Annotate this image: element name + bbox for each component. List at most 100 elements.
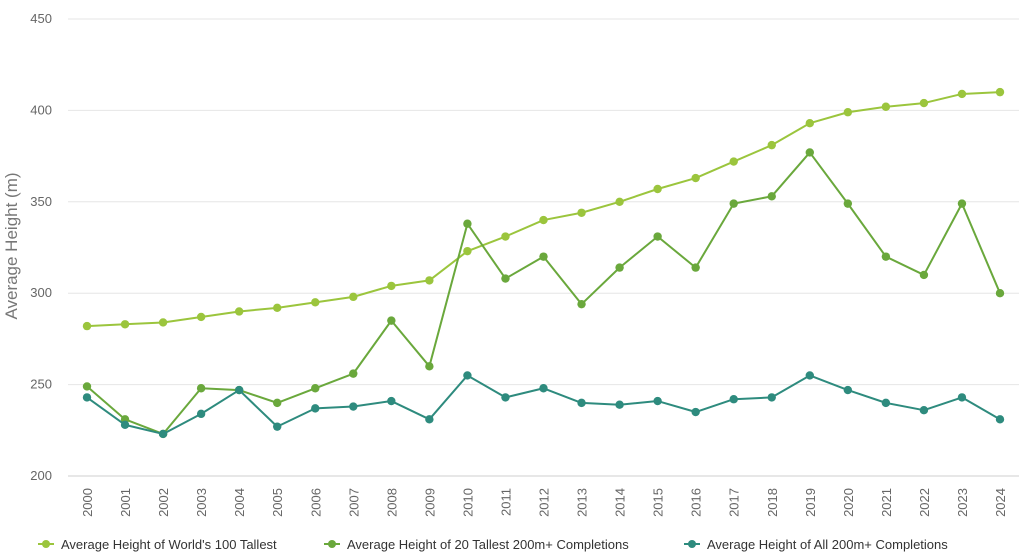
- data-point[interactable]: [425, 415, 434, 424]
- data-point[interactable]: [196, 409, 206, 419]
- data-point[interactable]: [843, 108, 853, 117]
- legend-label: Average Height of 20 Tallest 200m+ Compl…: [347, 537, 629, 552]
- legend-marker: [42, 540, 50, 548]
- x-tick-label: 2016: [689, 488, 704, 517]
- data-point[interactable]: [82, 382, 92, 391]
- data-point[interactable]: [158, 318, 168, 327]
- data-point[interactable]: [691, 407, 700, 417]
- data-point[interactable]: [691, 173, 700, 183]
- data-point[interactable]: [995, 289, 1005, 298]
- data-point[interactable]: [463, 219, 472, 228]
- y-tick-label: 250: [30, 377, 52, 392]
- x-tick-label: 2015: [651, 488, 666, 517]
- legend-marker: [328, 540, 336, 548]
- data-point[interactable]: [539, 384, 548, 393]
- data-point[interactable]: [311, 298, 320, 307]
- y-tick-label: 350: [30, 194, 52, 209]
- data-point[interactable]: [273, 398, 282, 408]
- data-point[interactable]: [425, 362, 434, 371]
- data-point[interactable]: [919, 270, 929, 280]
- data-point[interactable]: [387, 281, 396, 291]
- data-point[interactable]: [196, 312, 206, 322]
- data-point[interactable]: [463, 371, 472, 380]
- data-point[interactable]: [82, 393, 92, 402]
- legend-item[interactable]: Average Height of 20 Tallest 200m+ Compl…: [324, 537, 629, 552]
- x-tick-label: 2001: [118, 488, 133, 517]
- data-point[interactable]: [767, 140, 776, 150]
- data-point[interactable]: [349, 369, 358, 378]
- data-point[interactable]: [349, 292, 358, 302]
- data-point[interactable]: [501, 393, 510, 402]
- data-point[interactable]: [767, 393, 776, 402]
- data-point[interactable]: [615, 400, 624, 409]
- data-point[interactable]: [653, 232, 662, 241]
- x-tick-label: 2022: [917, 488, 932, 517]
- data-point[interactable]: [881, 102, 891, 111]
- x-tick-label: 2009: [422, 488, 437, 517]
- data-point[interactable]: [539, 215, 548, 225]
- series-lines: [82, 87, 1005, 439]
- data-point[interactable]: [691, 263, 700, 272]
- data-point[interactable]: [881, 398, 891, 408]
- data-point[interactable]: [120, 420, 130, 430]
- data-point[interactable]: [158, 429, 168, 439]
- data-point[interactable]: [957, 393, 967, 402]
- data-point[interactable]: [881, 252, 891, 261]
- data-point[interactable]: [273, 422, 282, 431]
- series-0: [82, 87, 1005, 331]
- data-point[interactable]: [729, 199, 738, 208]
- data-point[interactable]: [577, 208, 586, 217]
- data-point[interactable]: [577, 299, 586, 309]
- data-point[interactable]: [653, 184, 662, 194]
- data-point[interactable]: [805, 148, 814, 157]
- data-point[interactable]: [425, 276, 434, 285]
- x-tick-label: 2007: [346, 488, 361, 517]
- data-point[interactable]: [501, 274, 510, 283]
- data-point[interactable]: [995, 87, 1005, 97]
- data-point[interactable]: [539, 252, 548, 261]
- data-point[interactable]: [653, 396, 662, 406]
- data-point[interactable]: [919, 98, 929, 108]
- legend-item[interactable]: Average Height of World's 100 Tallest: [38, 537, 277, 552]
- data-point[interactable]: [387, 316, 396, 325]
- series-2: [82, 371, 1005, 439]
- data-point[interactable]: [234, 307, 244, 316]
- data-point[interactable]: [311, 384, 320, 393]
- data-point[interactable]: [196, 384, 206, 393]
- data-point[interactable]: [82, 321, 92, 331]
- legend-label: Average Height of All 200m+ Completions: [707, 537, 948, 552]
- y-tick-label: 450: [30, 11, 52, 26]
- data-point[interactable]: [120, 320, 130, 329]
- data-point[interactable]: [615, 263, 624, 272]
- data-point[interactable]: [919, 405, 929, 415]
- x-tick-label: 2006: [308, 488, 323, 517]
- x-axis-ticks: 2000 2001 2002 2003 2004 2005 2006 2007 2008 2009…: [80, 488, 1008, 517]
- data-point[interactable]: [995, 415, 1005, 424]
- data-point[interactable]: [311, 404, 320, 413]
- x-tick-label: 2014: [613, 488, 628, 517]
- data-point[interactable]: [349, 402, 358, 411]
- data-point[interactable]: [957, 199, 967, 208]
- data-point[interactable]: [843, 385, 853, 395]
- y-tick-label: 400: [30, 102, 52, 117]
- data-point[interactable]: [615, 197, 624, 206]
- x-tick-label: 2023: [955, 488, 970, 517]
- data-point[interactable]: [805, 118, 814, 128]
- legend[interactable]: Average Height of World's 100 Tallest Ave…: [38, 537, 948, 552]
- data-point[interactable]: [957, 89, 967, 99]
- data-point[interactable]: [767, 192, 776, 201]
- data-point[interactable]: [387, 396, 396, 406]
- series-line: [86, 91, 1001, 328]
- legend-item[interactable]: Average Height of All 200m+ Completions: [684, 537, 948, 552]
- data-point[interactable]: [273, 303, 282, 313]
- data-point[interactable]: [501, 232, 510, 241]
- data-point[interactable]: [843, 199, 853, 208]
- data-point[interactable]: [805, 371, 814, 380]
- data-point[interactable]: [729, 395, 738, 404]
- data-point[interactable]: [729, 157, 738, 166]
- data-point[interactable]: [463, 246, 472, 256]
- data-point[interactable]: [234, 385, 244, 395]
- x-tick-label: 2019: [803, 488, 818, 517]
- data-point[interactable]: [577, 398, 586, 408]
